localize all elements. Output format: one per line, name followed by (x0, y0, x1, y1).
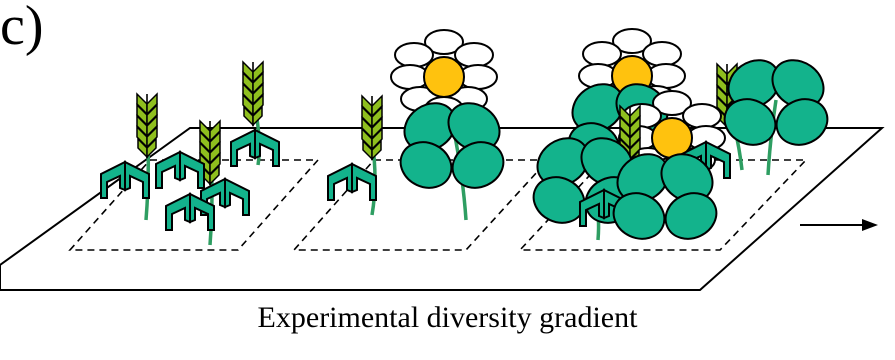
stem (766, 99, 778, 176)
plot-2 (292, 159, 550, 251)
plot-1 (68, 159, 320, 251)
figure-caption: Experimental diversity gradient (257, 301, 638, 334)
wheat-head-icon (242, 61, 264, 127)
plot-1-plants (100, 61, 280, 246)
wheat-head-icon (361, 95, 383, 161)
wheat-head-icon (136, 93, 158, 159)
panel-label: c) (0, 0, 44, 57)
plot-2-plants (327, 29, 512, 221)
plot-3-plants (525, 28, 836, 248)
gradient-arrow-icon (800, 219, 878, 231)
